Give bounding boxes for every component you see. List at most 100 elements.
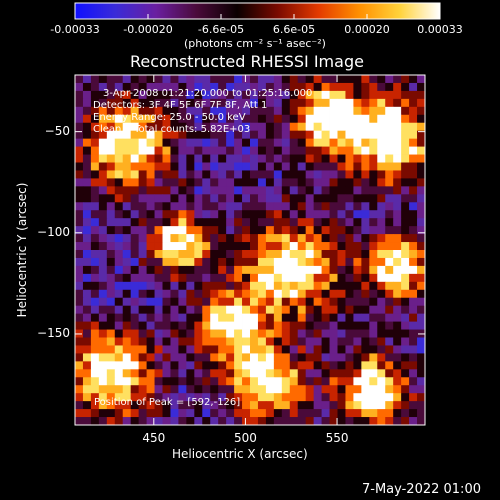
heatmap-cell bbox=[75, 337, 84, 346]
heatmap-cell bbox=[257, 162, 267, 171]
heatmap-cell bbox=[289, 218, 299, 227]
heatmap-cell bbox=[417, 186, 425, 195]
heatmap-cell bbox=[162, 226, 171, 235]
heatmap-cell bbox=[305, 90, 315, 100]
heatmap-cell bbox=[154, 226, 163, 235]
heatmap-cell bbox=[273, 242, 283, 251]
heatmap-cell bbox=[194, 154, 203, 163]
heatmap-cell bbox=[297, 170, 307, 179]
heatmap-cell bbox=[242, 98, 251, 108]
heatmap-cell bbox=[257, 234, 267, 243]
heatmap-cell bbox=[138, 361, 147, 370]
heatmap-cell bbox=[257, 98, 267, 108]
heatmap-cell bbox=[138, 385, 147, 394]
heatmap-cell bbox=[417, 385, 425, 394]
heatmap-cell bbox=[250, 313, 259, 322]
heatmap-cell bbox=[337, 401, 346, 410]
heatmap-cell bbox=[297, 273, 307, 283]
heatmap-cell bbox=[218, 75, 227, 84]
colorbar-tick-label: -6.6e-05 bbox=[197, 23, 245, 36]
heatmap-cell bbox=[170, 170, 179, 179]
heatmap-cell bbox=[82, 170, 92, 179]
heatmap-cell bbox=[154, 194, 163, 203]
heatmap-cell bbox=[194, 178, 203, 187]
heatmap-cell bbox=[345, 98, 354, 108]
heatmap-cell bbox=[154, 202, 163, 211]
heatmap-cell bbox=[305, 186, 315, 195]
heatmap-cell bbox=[369, 329, 378, 338]
heatmap-cell bbox=[162, 114, 171, 124]
heatmap-cell bbox=[385, 289, 394, 299]
heatmap-cell bbox=[202, 122, 211, 132]
heatmap-cell bbox=[353, 385, 362, 394]
heatmap-cell bbox=[353, 82, 362, 92]
heatmap-cell bbox=[305, 114, 315, 124]
heatmap-cell bbox=[289, 329, 299, 338]
heatmap-cell bbox=[321, 122, 330, 132]
heatmap-cell bbox=[305, 194, 315, 203]
heatmap-cell bbox=[305, 369, 315, 378]
heatmap-cell bbox=[186, 417, 195, 425]
heatmap-cell bbox=[353, 353, 362, 362]
heatmap-cell bbox=[257, 361, 267, 370]
heatmap-cell bbox=[305, 297, 315, 307]
heatmap-cell bbox=[409, 361, 418, 370]
heatmap-cell bbox=[313, 170, 322, 179]
heatmap-cell bbox=[321, 289, 330, 299]
heatmap-cell bbox=[369, 210, 378, 219]
heatmap-cell bbox=[265, 90, 275, 100]
heatmap-cell bbox=[361, 170, 370, 179]
heatmap-cell bbox=[417, 393, 425, 402]
heatmap-cell bbox=[130, 178, 140, 187]
heatmap-cell bbox=[281, 273, 291, 283]
heatmap-cell bbox=[353, 409, 362, 418]
heatmap-cell bbox=[202, 361, 211, 370]
heatmap-cell bbox=[90, 138, 100, 147]
heatmap-cell bbox=[385, 369, 394, 378]
heatmap-cell bbox=[242, 361, 251, 370]
heatmap-cell bbox=[321, 234, 330, 243]
heatmap-cell bbox=[409, 369, 418, 378]
heatmap-cell bbox=[114, 321, 124, 330]
heatmap-cell bbox=[281, 194, 291, 203]
heatmap-cell bbox=[409, 210, 418, 219]
heatmap-cell bbox=[154, 273, 163, 283]
colorbar-tick-label: -0.00020 bbox=[123, 23, 173, 36]
heatmap-cell bbox=[401, 114, 410, 124]
heatmap-cell bbox=[178, 138, 187, 147]
heatmap-cell bbox=[345, 321, 354, 330]
heatmap-cell bbox=[361, 114, 370, 124]
heatmap-cell bbox=[297, 114, 307, 124]
heatmap-cell bbox=[353, 417, 362, 425]
heatmap-cell bbox=[242, 409, 251, 418]
heatmap-cell bbox=[234, 234, 243, 243]
heatmap-cell bbox=[75, 385, 84, 394]
heatmap-cell bbox=[409, 106, 418, 116]
heatmap-cell bbox=[146, 186, 155, 195]
heatmap-cell bbox=[313, 234, 322, 243]
heatmap-cell bbox=[297, 265, 307, 275]
heatmap-cell bbox=[242, 393, 251, 402]
heatmap-cell bbox=[329, 281, 338, 291]
heatmap-cell bbox=[265, 385, 275, 394]
heatmap-cell bbox=[305, 257, 315, 267]
heatmap-cell bbox=[170, 106, 179, 116]
heatmap-cell bbox=[257, 417, 267, 425]
heatmap-cell bbox=[361, 162, 370, 171]
heatmap-cell bbox=[409, 218, 418, 227]
heatmap-cell bbox=[114, 313, 124, 322]
heatmap-cell bbox=[401, 242, 410, 251]
heatmap-cell bbox=[281, 337, 291, 346]
heatmap-cell bbox=[377, 345, 386, 354]
heatmap-cell bbox=[377, 122, 386, 132]
heatmap-cell bbox=[321, 162, 330, 171]
heatmap-cell bbox=[234, 114, 243, 124]
heatmap-cell bbox=[417, 297, 425, 307]
heatmap-cell bbox=[289, 369, 299, 378]
heatmap-cell bbox=[401, 353, 410, 362]
heatmap-cell bbox=[138, 162, 147, 171]
heatmap-cell bbox=[242, 178, 251, 187]
heatmap-cell bbox=[242, 297, 251, 307]
heatmap-cell bbox=[257, 313, 267, 322]
heatmap-cell bbox=[385, 265, 394, 275]
